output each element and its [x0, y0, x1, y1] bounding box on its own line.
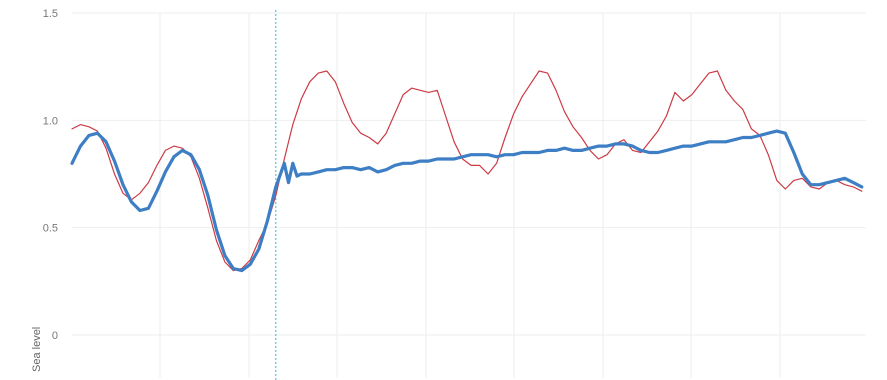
grid [72, 12, 866, 378]
y-tick-label: 0.5 [43, 223, 58, 235]
blue-series-line [70, 129, 864, 273]
y-axis-title: Sea level [31, 327, 43, 372]
y-tick-label: 1.5 [43, 8, 58, 20]
y-tick-label: 1.0 [43, 115, 58, 127]
series-group [70, 70, 864, 273]
red-series-line [71, 70, 863, 272]
y-axis-tick-labels: 0 0.5 1.0 1.5 [43, 8, 58, 342]
y-tick-label: 0 [52, 330, 58, 342]
